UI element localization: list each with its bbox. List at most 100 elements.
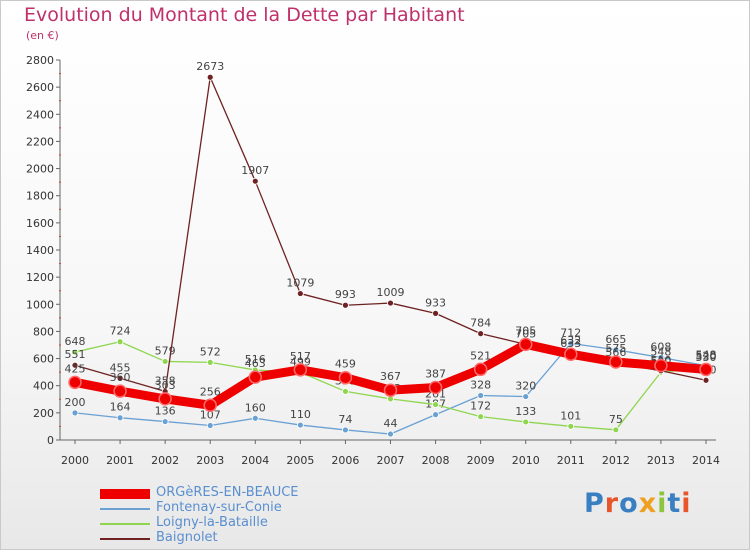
y-tick-label: 2600	[26, 81, 54, 94]
data-point	[612, 346, 620, 354]
data-point	[113, 384, 127, 398]
data-point	[522, 393, 530, 400]
x-tick-label: 2000	[61, 454, 89, 467]
data-point	[432, 411, 439, 419]
y-tick-label: 2000	[26, 163, 54, 176]
logo-letter: o	[619, 488, 639, 519]
data-point	[383, 383, 398, 397]
y-tick-label: 200	[33, 407, 54, 420]
data-label: 303	[155, 379, 176, 392]
data-label: 463	[245, 357, 266, 370]
chart-subtitle: (en €)	[26, 29, 59, 42]
y-tick-label: 2200	[26, 135, 54, 148]
data-label: 1907	[241, 164, 269, 177]
data-label: 2673	[196, 60, 224, 73]
data-label: 648	[65, 335, 86, 348]
data-point	[609, 355, 623, 369]
logo-letter: x	[638, 488, 658, 519]
data-point	[432, 309, 439, 317]
logo-letter: P	[584, 488, 605, 519]
data-point	[612, 426, 620, 434]
data-point	[702, 376, 710, 384]
data-label: 520	[696, 349, 717, 362]
data-point	[251, 414, 259, 422]
logo-letter: r	[604, 488, 620, 519]
data-label: 608	[650, 340, 671, 353]
data-point	[699, 362, 713, 377]
x-tick-label: 2004	[241, 454, 269, 467]
data-point	[477, 392, 485, 399]
data-point	[387, 430, 394, 438]
data-point	[296, 421, 304, 429]
data-label: 705	[515, 324, 536, 337]
x-tick-label: 2010	[512, 454, 540, 467]
y-tick-label: 400	[33, 380, 54, 393]
data-point	[158, 392, 172, 406]
data-point	[251, 177, 259, 185]
data-point	[71, 348, 79, 356]
data-label: 200	[65, 396, 86, 409]
data-label: 933	[425, 296, 446, 309]
data-point	[432, 401, 439, 408]
data-label: 521	[470, 349, 491, 362]
data-label: 172	[470, 400, 491, 413]
y-tick-label: 2800	[26, 54, 54, 67]
logo-letter: i	[681, 488, 692, 519]
data-point	[564, 347, 578, 361]
x-tick-label: 2009	[467, 454, 495, 467]
data-point	[654, 358, 668, 373]
data-label: 133	[515, 405, 536, 418]
legend-label: Loigny-la-Bataille	[156, 515, 268, 530]
y-tick-label: 600	[33, 353, 54, 366]
x-tick-label: 2001	[106, 454, 134, 467]
data-point	[248, 370, 263, 384]
data-label: 724	[110, 325, 131, 338]
legend-swatch	[100, 489, 150, 499]
data-label: 367	[380, 370, 401, 383]
x-tick-label: 2014	[692, 454, 720, 467]
x-tick-label: 2002	[151, 454, 179, 467]
data-point	[342, 388, 349, 395]
data-label: 548	[650, 346, 671, 359]
data-point	[522, 418, 530, 426]
data-point	[428, 380, 443, 395]
data-point	[116, 338, 124, 346]
legend-label: Fontenay-sur-Conie	[156, 500, 282, 515]
data-point	[387, 299, 394, 307]
data-label: 548	[696, 349, 717, 362]
data-label: 110	[290, 408, 311, 421]
data-point	[116, 374, 124, 382]
x-tick-label: 2005	[286, 454, 314, 467]
line-chart: 0 200 400 600 800 1000 1200 1400 1600 1800 2000 220…	[26, 54, 720, 467]
chart-title: Evolution du Montant de la Dette par Hab…	[24, 4, 465, 26]
y-tick-label: 2400	[26, 108, 54, 121]
y-tick-label: 1000	[26, 298, 54, 311]
data-label: 74	[338, 413, 352, 426]
data-label: 1009	[377, 286, 405, 299]
data-label: 387	[425, 367, 446, 380]
data-label: 566	[605, 346, 626, 359]
x-tick-label: 2012	[602, 454, 630, 467]
y-tick-label: 800	[33, 325, 54, 338]
legend-label: Baignolet	[156, 530, 218, 545]
x-tick-label: 2011	[557, 454, 585, 467]
data-label: 425	[65, 362, 86, 375]
data-label: 328	[470, 378, 491, 391]
data-point	[477, 413, 485, 421]
data-label: 551	[65, 348, 86, 361]
data-label: 516	[245, 353, 266, 366]
data-label: 784	[470, 317, 491, 330]
data-point	[206, 73, 214, 81]
data-point	[206, 358, 214, 366]
series-1: 2001641361071601107444187328320712665608…	[65, 326, 717, 438]
data-label: 579	[155, 344, 176, 357]
legend-label: ORGèRES-EN-BEAUCE	[156, 485, 299, 500]
y-tick-label: 0	[47, 434, 54, 447]
data-point	[206, 422, 214, 429]
data-label: 44	[384, 417, 398, 430]
data-label: 993	[335, 288, 356, 301]
data-label: 256	[200, 385, 221, 398]
legend-swatch	[100, 523, 150, 525]
